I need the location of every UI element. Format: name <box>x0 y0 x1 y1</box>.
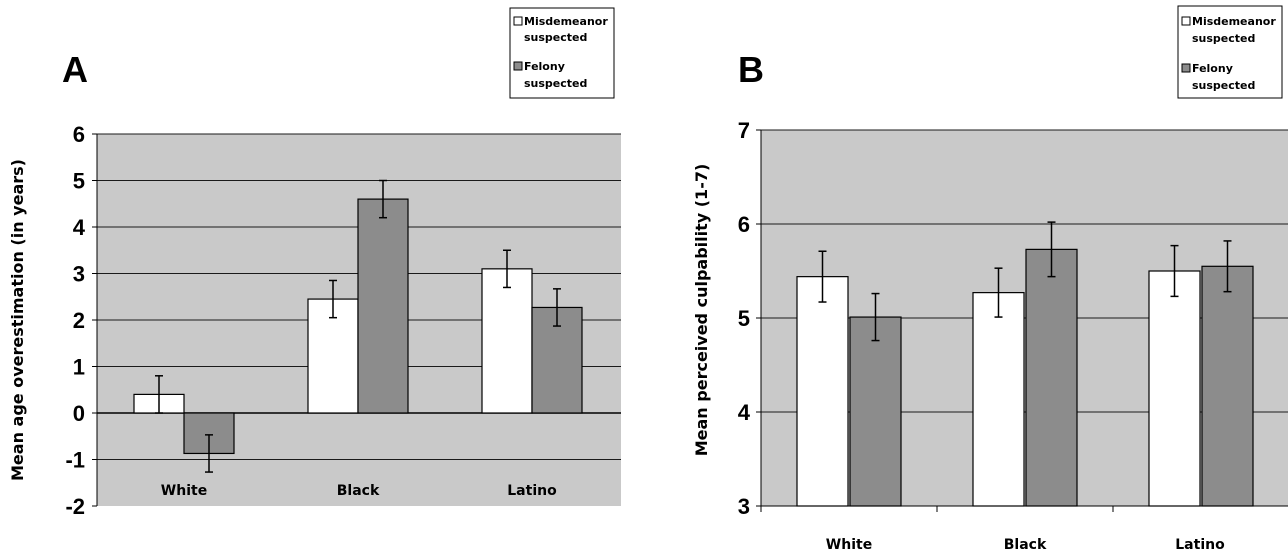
panel-a: A 6 5 4 3 2 1 0 -1 -2 White Black Latino Mean ag… <box>8 7 621 519</box>
y-tick-label: 3 <box>738 494 750 519</box>
panel-b-bars <box>796 221 1254 507</box>
bar-misdemeanor-latino <box>481 268 533 414</box>
y-tick-label: 1 <box>73 355 85 380</box>
y-tick-label: 2 <box>73 308 85 333</box>
bar-misdemeanor-latino <box>1148 270 1201 507</box>
y-tick-label: 5 <box>738 306 750 331</box>
bar-misdemeanor-black <box>972 292 1025 507</box>
panel-b-category-white: White <box>826 537 872 553</box>
panel-a-category-black: Black <box>337 483 380 499</box>
panel-a-category-white: White <box>161 483 207 499</box>
panel-a-legend-misdemeanor-line2: suspected <box>524 31 587 44</box>
panel-a-legend-misdemeanor-line1: Misdemeanor <box>524 15 608 28</box>
y-tick-label: 6 <box>73 122 85 147</box>
panel-a-legend-box <box>509 7 615 99</box>
y-tick-label: -1 <box>65 448 85 473</box>
panel-b-category-black: Black <box>1004 537 1047 553</box>
panel-b-legend: Misdemeanor suspected Felony suspected <box>1177 5 1283 99</box>
panel-b-legend-felony-line1: Felony <box>1192 62 1233 75</box>
y-tick-label: 3 <box>73 262 85 287</box>
panel-a-legend-swatch-misdemeanor <box>513 16 523 26</box>
bar-felony-latino <box>1201 265 1254 507</box>
panel-a-legend-felony-line1: Felony <box>524 60 565 73</box>
panel-a-legend: Misdemeanor suspected Felony suspected <box>509 7 615 99</box>
panel-a-y-ticks: 6 5 4 3 2 1 0 -1 -2 <box>65 122 98 519</box>
panel-b-legend-misdemeanor-line2: suspected <box>1192 32 1255 45</box>
y-tick-label: 4 <box>73 215 86 240</box>
y-tick-label: 5 <box>73 169 85 194</box>
panel-b-legend-box <box>1177 5 1283 99</box>
panel-b-legend-swatch-misdemeanor <box>1181 16 1191 26</box>
y-tick-label: 6 <box>738 212 750 237</box>
panel-a-bars <box>133 179 583 473</box>
panel-a-legend-swatch-felony <box>513 61 523 71</box>
panel-b-legend-misdemeanor-line1: Misdemeanor <box>1192 15 1276 28</box>
bar-misdemeanor-white <box>796 276 849 507</box>
panel-b-legend-swatch-felony <box>1181 63 1191 73</box>
panel-b-y-axis-label: Mean perceived culpability (1-7) <box>692 164 711 457</box>
bar-felony-black <box>357 198 409 414</box>
panel-a-letter: A <box>62 49 88 90</box>
bar-felony-black <box>1025 248 1078 507</box>
panel-a-y-axis-label: Mean age overestimation (in years) <box>8 159 27 481</box>
y-tick-label: 4 <box>738 400 751 425</box>
bar-felony-white <box>849 316 902 507</box>
panel-b-legend-felony-line2: suspected <box>1192 79 1255 92</box>
panel-a-legend-felony-line2: suspected <box>524 77 587 90</box>
panel-b-category-latino: Latino <box>1175 537 1225 553</box>
y-tick-label: 0 <box>73 401 85 426</box>
panel-a-category-latino: Latino <box>507 483 557 499</box>
y-tick-label: -2 <box>65 494 85 519</box>
y-tick-label: 7 <box>738 118 750 143</box>
panel-b-y-ticks: 7 6 5 4 3 <box>738 118 1288 519</box>
panel-b-letter: B <box>738 49 764 90</box>
panel-b: B 7 6 5 4 3 White Black Latino Mean perceive… <box>692 5 1288 553</box>
